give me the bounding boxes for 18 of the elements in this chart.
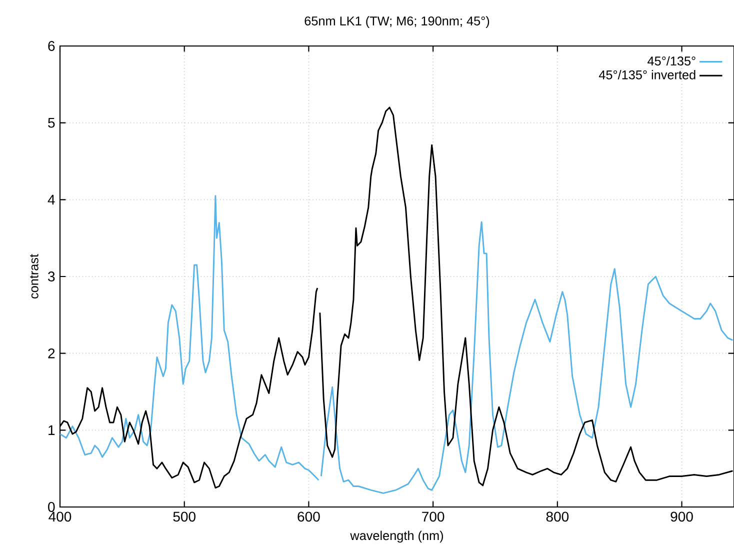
legend-label: 45°/135° [648, 56, 696, 66]
y-tick-label: 2 [48, 348, 55, 358]
x-tick-label: 500 [173, 512, 196, 522]
y-axis-title: contrast [30, 254, 38, 298]
x-axis-title: wavelength (nm) [350, 530, 444, 543]
x-tick-label: 700 [422, 512, 444, 522]
y-tick-label: 3 [48, 272, 55, 282]
y-tick-label: 5 [48, 118, 55, 128]
x-tick-label: 600 [298, 512, 320, 522]
chart-title: 65nm LK1 (TW; M6; 190nm; 45°) [304, 16, 490, 28]
x-tick-label: 900 [670, 512, 693, 522]
legend-label: 45°/135° inverted [598, 70, 696, 80]
x-tick-label: 400 [48, 512, 72, 522]
y-tick-label: 6 [48, 41, 55, 51]
x-tick-label: 800 [546, 512, 569, 522]
y-tick-label: 0 [48, 502, 55, 512]
y-tick-label: 1 [48, 425, 55, 435]
y-tick-label: 4 [48, 194, 55, 204]
